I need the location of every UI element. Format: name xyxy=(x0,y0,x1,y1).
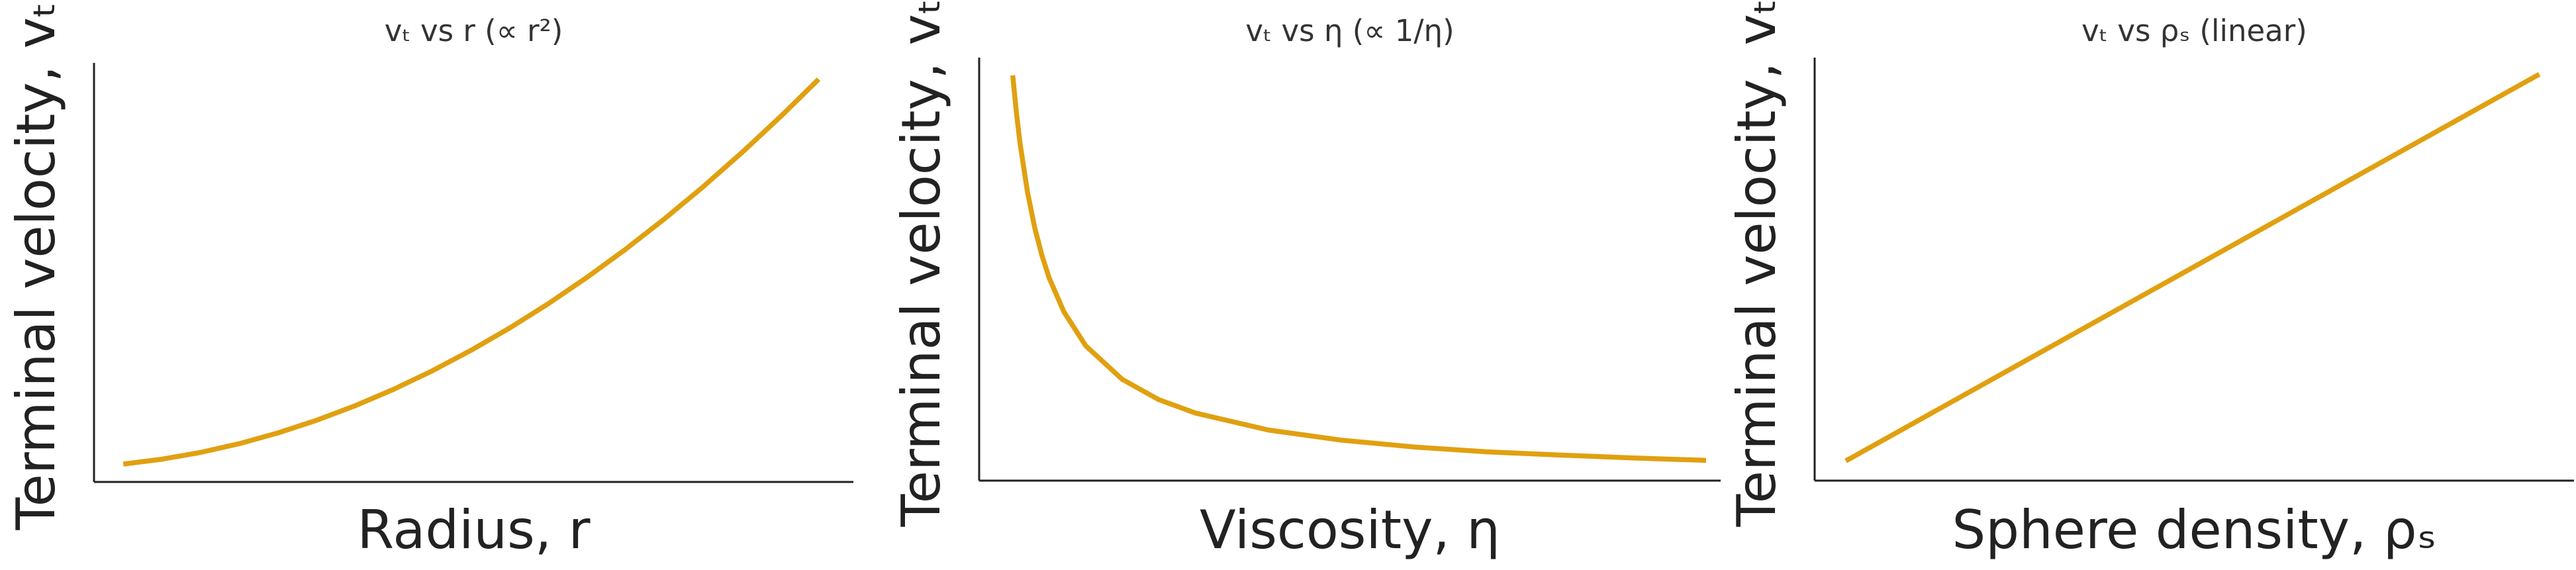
line-series xyxy=(1844,71,2541,463)
x-axis-label: Radius, r xyxy=(358,499,591,561)
line-series xyxy=(122,77,821,467)
x-axis-label: Viscosity, η xyxy=(1200,499,1500,561)
y-axis-label: Terminal velocity, vₜ xyxy=(890,0,952,527)
chart-title: vₜ vs r (∝ r²) xyxy=(385,13,563,48)
line-series xyxy=(1010,75,1707,463)
y-axis-label: Terminal velocity, vₜ xyxy=(1726,0,1788,527)
x-axis-label: Sphere density, ρₛ xyxy=(1952,499,2436,561)
chart-title: vₜ vs η (∝ 1/η) xyxy=(1245,13,1454,48)
y-axis-label: Terminal velocity, vₜ xyxy=(5,2,67,531)
chart-title: vₜ vs ρₛ (linear) xyxy=(2081,13,2307,48)
